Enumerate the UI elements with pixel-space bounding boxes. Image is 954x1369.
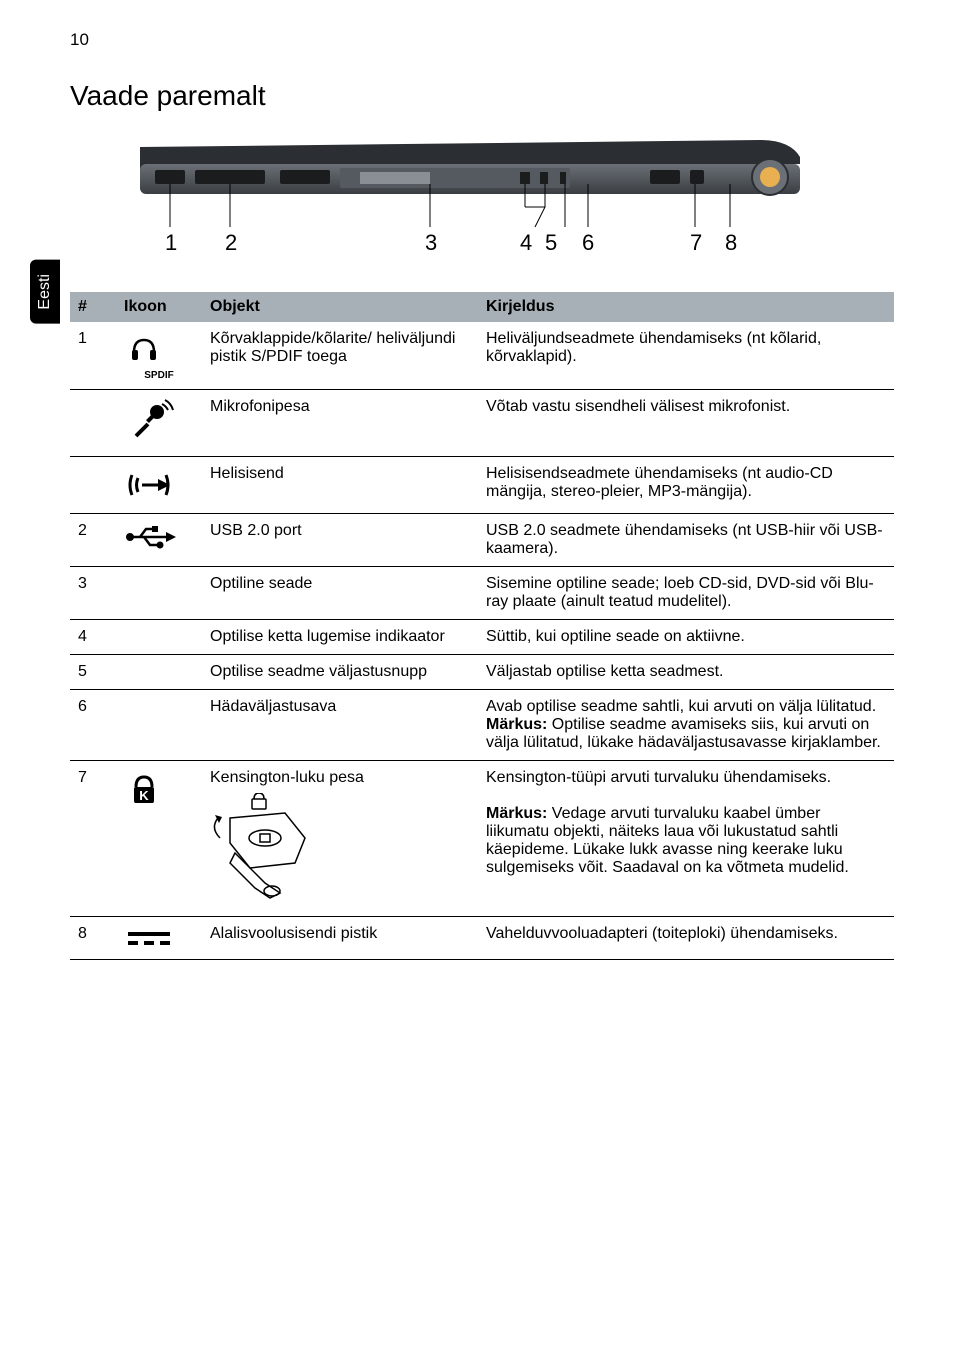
device-diagram: 1 2 3 4 5 6 7 8 [110,132,810,272]
table-row: 8 Alalisvoolusisendi pistik Vahelduvvool… [70,917,894,960]
table-row: 4 Optilise ketta lugemise indikaator Süt… [70,620,894,655]
diagram-label-5: 5 [545,230,557,255]
page-number: 10 [70,30,894,50]
th-num: # [70,292,116,322]
kensington-diagram-icon [210,793,320,903]
cell-icon [116,457,202,514]
table-row: Helisisend Helisisendseadmete ühendamise… [70,457,894,514]
cell-desc: Vahelduvvooluadapteri (toiteploki) ühend… [478,917,894,960]
cell-desc: Helisisendseadmete ühendamiseks (nt audi… [478,457,894,514]
cell-icon [116,514,202,567]
dc-power-icon [124,925,174,951]
table-row: 5 Optilise seadme väljastusnupp Väljasta… [70,655,894,690]
cell-num: 2 [70,514,116,567]
table-row: 6 Hädaväljastusava Avab optilise seadme … [70,690,894,761]
table-row: 7 K Kensington-luku pesa [70,761,894,917]
cell-icon: SPDIF [116,322,202,390]
spdif-label: SPDIF [124,370,194,381]
cell-object: Alalisvoolusisendi pistik [202,917,478,960]
note-label: Märkus: [486,716,547,733]
cell-num: 8 [70,917,116,960]
cell-object: Kensington-luku pesa [202,761,478,917]
cell-object: Helisisend [202,457,478,514]
cell-desc: Kensington-tüüpi arvuti turvaluku ühenda… [478,761,894,917]
diagram-label-2: 2 [225,230,237,255]
cell-icon: K [116,761,202,917]
cell-desc: Sisemine optiline seade; loeb CD-sid, DV… [478,567,894,620]
table-row: 2 USB 2.0 port USB 2.0 seadmete ühendami… [70,514,894,567]
svg-text:K: K [139,788,149,803]
table-row: 1 SPDIF Kõrvaklappide/kõlarite/ helivälj… [70,322,894,390]
cell-desc: Süttib, kui optiline seade on aktiivne. [478,620,894,655]
ports-table: # Ikoon Objekt Kirjeldus 1 SPDIF Kõrvakl [70,292,894,960]
cell-icon [116,567,202,620]
cell-object: Kõrvaklappide/kõlarite/ heliväljundi pis… [202,322,478,390]
diagram-label-7: 7 [690,230,702,255]
kensington-lock-icon: K [124,769,164,809]
cell-num [70,390,116,457]
cell-object: Mikrofonipesa [202,390,478,457]
cell-desc: Avab optilise seadme sahtli, kui arvuti … [478,690,894,761]
cell-icon [116,690,202,761]
diagram-label-8: 8 [725,230,737,255]
cell-icon [116,620,202,655]
desc-text: Kensington-tüüpi arvuti turvaluku ühenda… [486,769,831,786]
desc-text: Avab optilise seadme sahtli, kui arvuti … [486,698,876,715]
th-icon: Ikoon [116,292,202,322]
cell-icon [116,655,202,690]
object-text: Kensington-luku pesa [210,769,364,786]
cell-object: Optilise seadme väljastusnupp [202,655,478,690]
diagram-label-4: 4 [520,230,532,255]
cell-icon [116,390,202,457]
language-side-tab: Eesti [30,260,60,324]
cell-num: 6 [70,690,116,761]
th-object: Objekt [202,292,478,322]
cell-num [70,457,116,514]
cell-desc: USB 2.0 seadmete ühendamiseks (nt USB-hi… [478,514,894,567]
table-row: Mikrofonipesa Võtab vastu sisendheli väl… [70,390,894,457]
cell-object: Optiline seade [202,567,478,620]
page-heading: Vaade paremalt [70,80,894,112]
cell-object: Optilise ketta lugemise indikaator [202,620,478,655]
diagram-label-6: 6 [582,230,594,255]
microphone-icon [124,398,174,448]
cell-object: USB 2.0 port [202,514,478,567]
cell-desc: Väljastab optilise ketta seadmest. [478,655,894,690]
cell-object: Hädaväljastusava [202,690,478,761]
th-desc: Kirjeldus [478,292,894,322]
cell-desc: Heliväljundseadmete ühendamiseks (nt kõl… [478,322,894,390]
usb-icon [124,522,179,552]
table-row: 3 Optiline seade Sisemine optiline seade… [70,567,894,620]
table-header-row: # Ikoon Objekt Kirjeldus [70,292,894,322]
cell-icon [116,917,202,960]
headphones-icon [124,330,164,370]
cell-num: 7 [70,761,116,917]
cell-desc: Võtab vastu sisendheli välisest mikrofon… [478,390,894,457]
line-in-icon [124,465,174,505]
page-container: 10 Vaade paremalt [0,0,954,1000]
cell-num: 5 [70,655,116,690]
note-label: Märkus: [486,805,547,822]
cell-num: 4 [70,620,116,655]
cell-num: 1 [70,322,116,390]
diagram-label-3: 3 [425,230,437,255]
diagram-label-1: 1 [165,230,177,255]
cell-num: 3 [70,567,116,620]
